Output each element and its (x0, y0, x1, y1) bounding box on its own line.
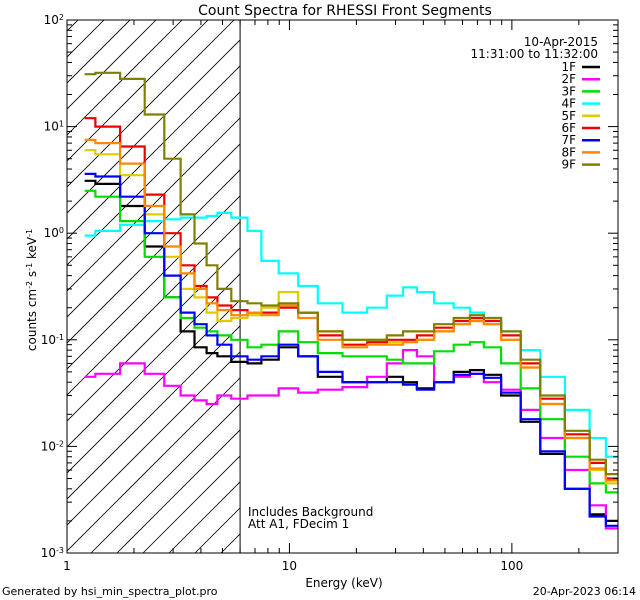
y-tick-label: 10-2 (41, 439, 64, 454)
hatch-line (67, 20, 105, 58)
hatch-line (0, 0, 119, 553)
y-tick-label: 10-3 (41, 546, 64, 561)
hatch-line (67, 20, 131, 84)
y-tick-label: 100 (44, 226, 64, 241)
footer-timestamp: 20-Apr-2023 06:14 (533, 585, 636, 598)
hatched-region (0, 0, 618, 553)
x-tick-label: 1 (63, 559, 71, 573)
y-axis-label-exp-b: -2 (25, 281, 34, 289)
hatch-line (67, 20, 157, 110)
legend-label-7F: 7F (561, 133, 576, 147)
y-axis-label-c: s (25, 271, 39, 281)
legend-label-8F: 8F (561, 145, 576, 159)
date-label: 10-Apr-2015 (524, 35, 598, 49)
footer-generated: Generated by hsi_min_spectra_plot.pro (2, 585, 218, 598)
legend-label-1F: 1F (561, 60, 576, 74)
y-tick-label: 101 (44, 119, 64, 134)
x-tick-label: 100 (500, 559, 523, 573)
chart-title: Count Spectra for RHESSI Front Segments (198, 3, 492, 19)
axis-ticks (66, 19, 619, 554)
hatch-line (67, 20, 261, 214)
y-tick-label: 10-1 (41, 332, 64, 347)
y-axis-label-exp-f: -1 (25, 229, 34, 237)
y-tick-labels: 10-3 10-2 10-1 100 101 102 (41, 13, 64, 561)
x-axis-label: Energy (keV) (305, 576, 382, 590)
x-tick-label: 10 (282, 559, 297, 573)
legend-label-9F: 9F (561, 158, 576, 172)
hatch-line (67, 20, 79, 32)
y-tick-label: 102 (44, 13, 64, 28)
legend-label-6F: 6F (561, 121, 576, 135)
y-axis-label-e: keV (25, 236, 39, 263)
time-range-label: 11:31:00 to 11:32:00 (471, 47, 598, 61)
y-axis-label-exp-d: -1 (25, 263, 34, 271)
background-note: Includes Background (248, 505, 373, 519)
y-axis-label-a: counts cm (25, 289, 39, 351)
hatch-line (67, 20, 183, 136)
legend-label-2F: 2F (561, 72, 576, 86)
y-axis-label: counts cm-2 s-1 keV-1 (25, 229, 40, 351)
series-7F (84, 172, 618, 527)
hatch-line (67, 20, 209, 162)
series-layer (84, 71, 618, 530)
legend-label-5F: 5F (561, 109, 576, 123)
hatch-line (0, 0, 93, 553)
legend-label-3F: 3F (561, 84, 576, 98)
series-9F (84, 71, 618, 476)
attenuator-note: Att A1, FDecim 1 (248, 517, 349, 531)
legend-label-4F: 4F (561, 97, 576, 111)
hatch-line (67, 20, 235, 188)
x-tick-labels: 1 10 100 (63, 559, 523, 573)
plot-frame (66, 19, 619, 554)
